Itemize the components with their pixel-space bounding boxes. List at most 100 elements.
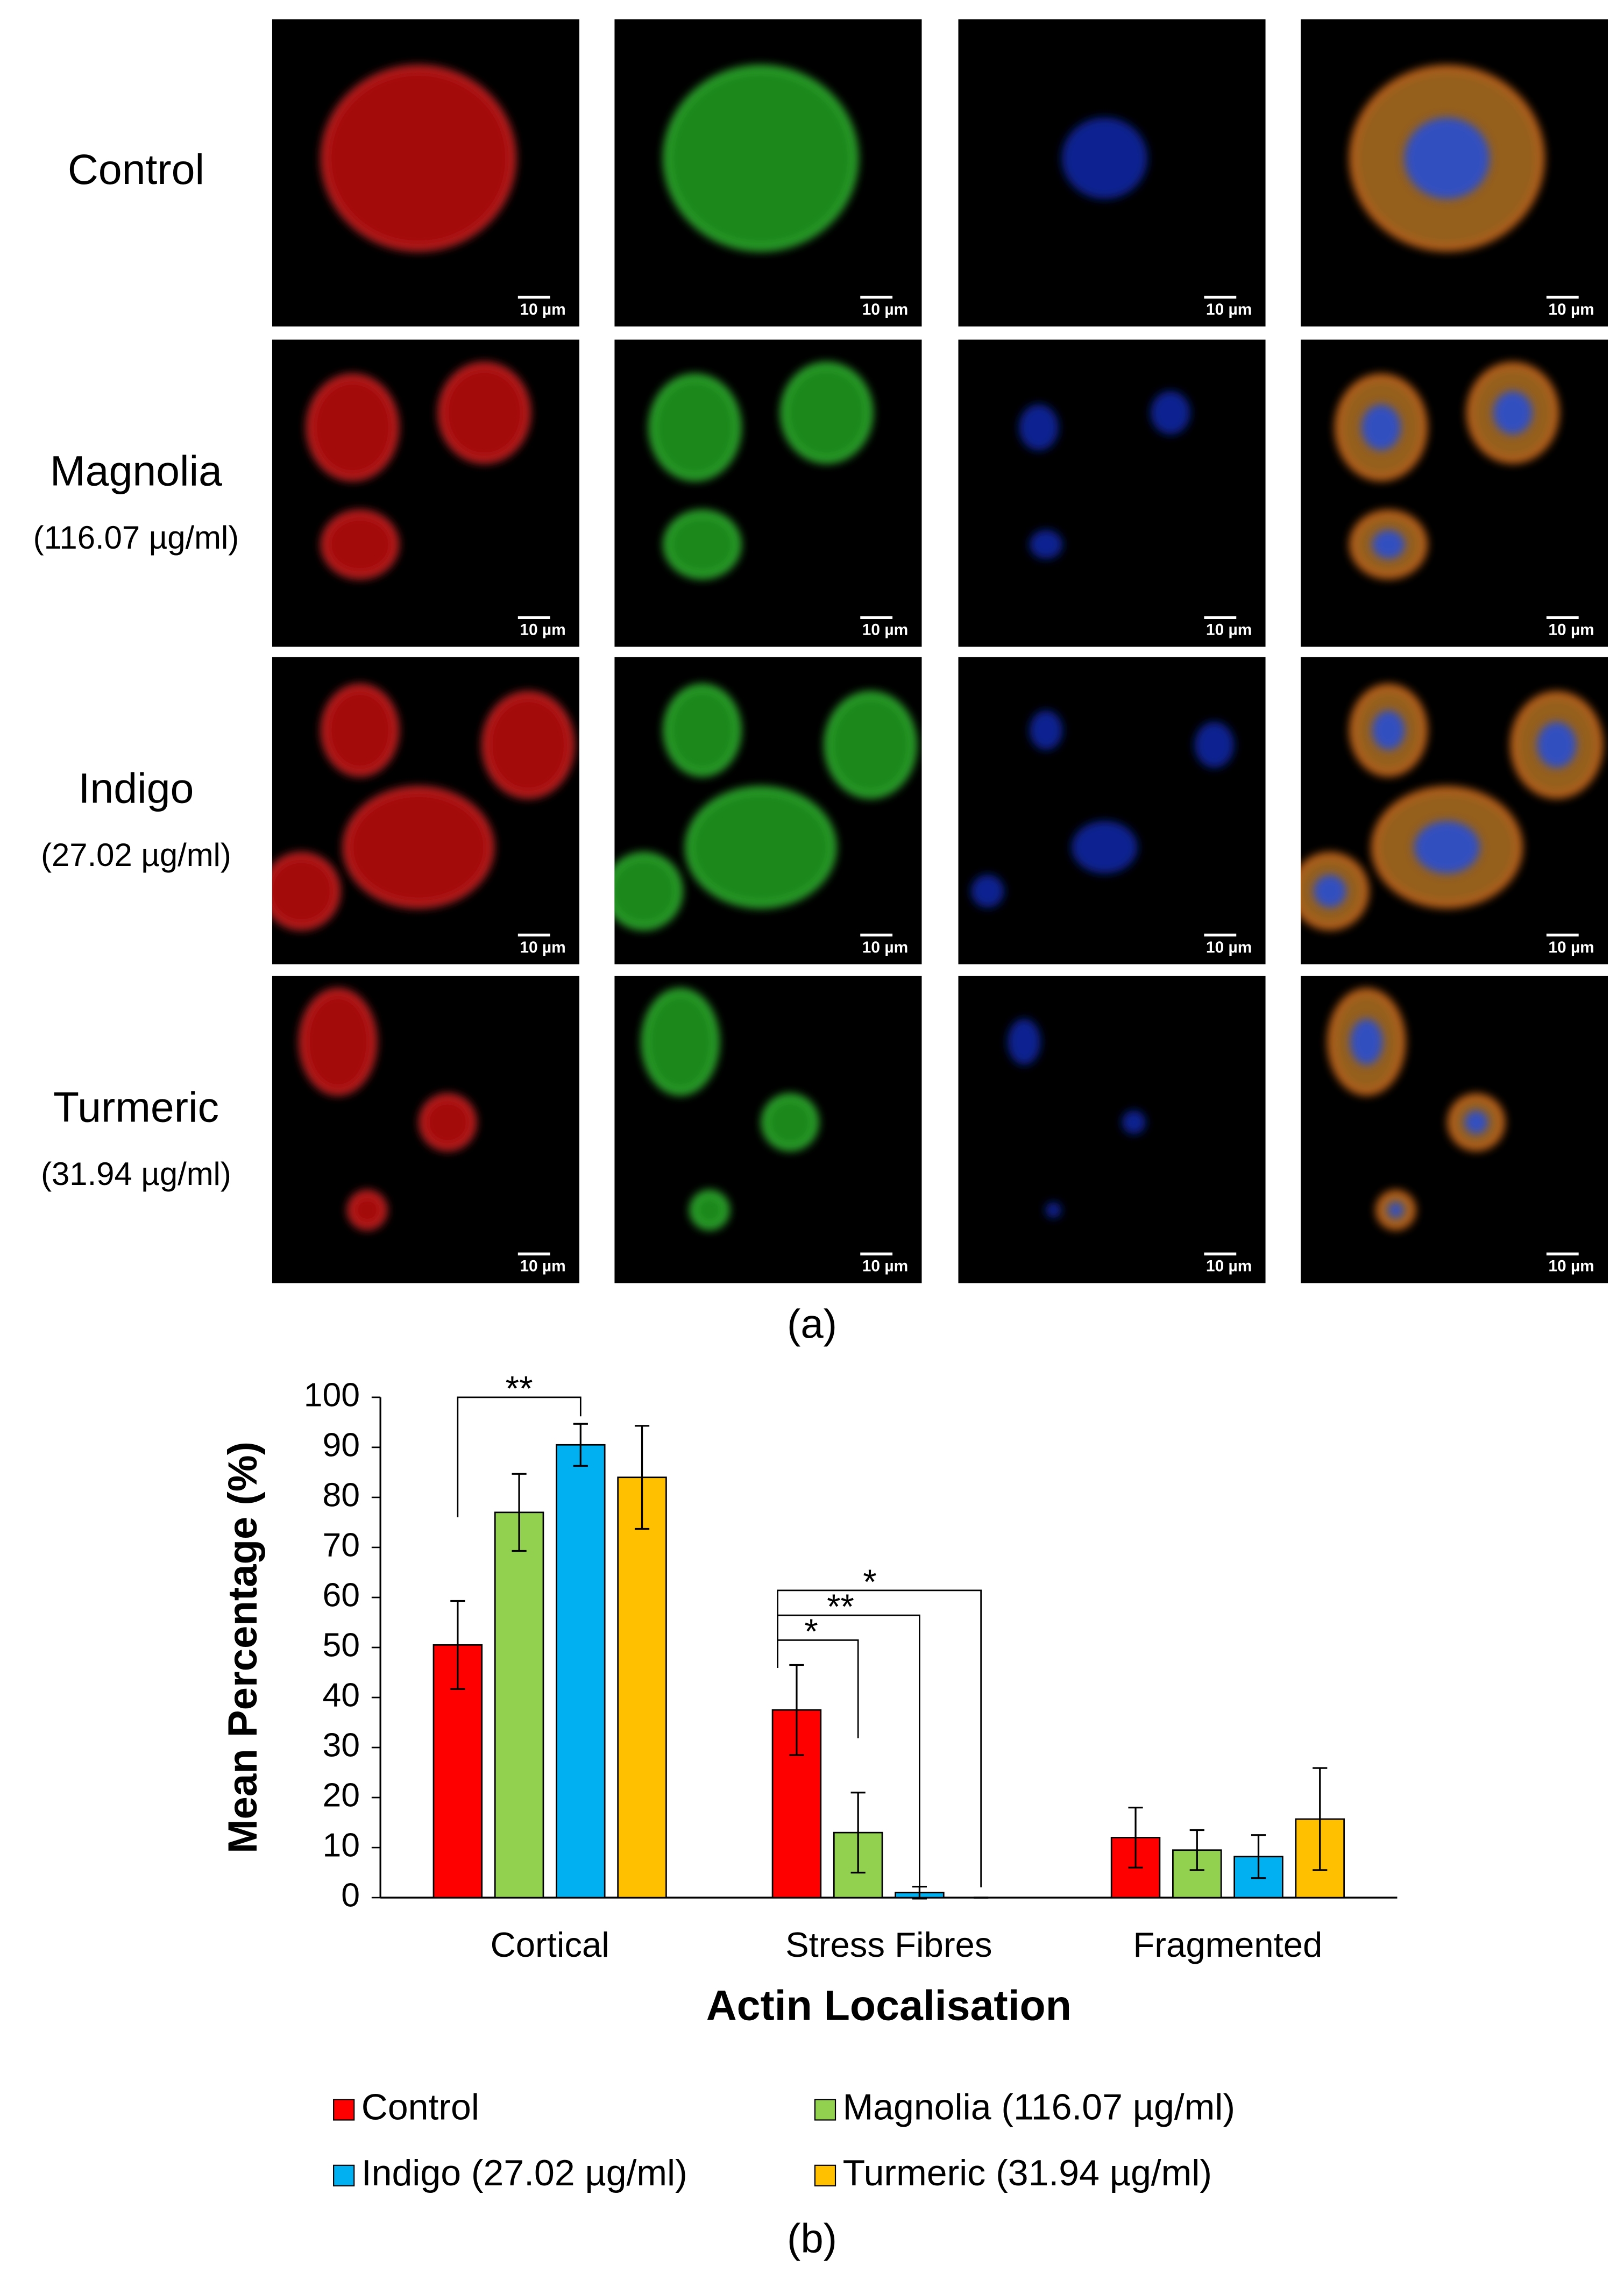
- cell: [685, 786, 836, 908]
- legend-label: Control: [361, 2086, 479, 2127]
- scale-bar-label: 10 µm: [1206, 1258, 1252, 1275]
- cell: [482, 691, 575, 799]
- legend-swatch: [814, 2164, 836, 2186]
- error-bar: [1313, 1767, 1328, 1871]
- nucleus: [1045, 1202, 1061, 1218]
- micrograph: 10 µm: [1300, 339, 1608, 647]
- y-tick-label: 30: [322, 1727, 360, 1764]
- cell: [343, 786, 494, 908]
- cell: [306, 374, 399, 481]
- micrograph-bg: [1300, 339, 1608, 647]
- y-tick-label: 60: [322, 1576, 360, 1614]
- scale-bar-label: 10 µm: [1548, 939, 1594, 956]
- micrograph: 10 µm: [958, 657, 1266, 964]
- row-concentration: (116.07 µg/ml): [33, 520, 239, 556]
- scale-bar-label: 10 µm: [520, 301, 565, 318]
- error-bar: [450, 1600, 465, 1690]
- micrograph-bg: [272, 339, 580, 647]
- error-bar: [573, 1423, 588, 1467]
- nucleus: [1464, 1110, 1488, 1134]
- nucleus: [971, 875, 1004, 908]
- y-tick-label: 100: [304, 1376, 360, 1414]
- nucleus: [1030, 710, 1063, 750]
- scale-bar-label: 10 µm: [1206, 621, 1252, 639]
- cell: [649, 374, 741, 481]
- micrograph: 10 µm: [272, 657, 580, 964]
- micrograph: 10 µm: [614, 339, 922, 647]
- nucleus: [1122, 1110, 1146, 1134]
- micrograph: 10 µm: [1300, 657, 1608, 964]
- y-tick-label: 90: [322, 1426, 360, 1464]
- cell: [614, 852, 683, 930]
- x-axis-label: Actin Localisation: [706, 1982, 1072, 2029]
- y-tick-label: 70: [322, 1526, 360, 1564]
- error-bar: [512, 1473, 527, 1552]
- cell: [761, 1093, 819, 1151]
- nucleus: [1361, 404, 1401, 451]
- x-tick-label: Cortical: [491, 1925, 609, 1964]
- row-label: Indigo: [79, 765, 194, 812]
- nucleus: [1019, 404, 1059, 451]
- legend-label: Turmeric (31.94 µg/ml): [843, 2153, 1212, 2193]
- cell: [663, 65, 859, 251]
- micrograph-bg: [958, 339, 1266, 647]
- legend-label: Indigo (27.02 µg/ml): [361, 2153, 687, 2193]
- scale-bar-label: 10 µm: [520, 1258, 565, 1275]
- error-bar: [634, 1425, 650, 1530]
- significance-bracket: [457, 1396, 581, 1517]
- micrograph-bg: [958, 657, 1266, 964]
- caption-b: (b): [787, 2215, 837, 2261]
- row-label: Control: [68, 146, 204, 193]
- nucleus: [1030, 530, 1063, 559]
- micrograph: 10 µm: [1300, 19, 1608, 326]
- scale-bar-label: 10 µm: [520, 621, 565, 639]
- nucleus: [1061, 117, 1148, 200]
- y-axis-label: Mean Percentage (%): [220, 1441, 266, 1853]
- bar: [556, 1444, 606, 1899]
- legend-swatch: [333, 2164, 355, 2186]
- y-tick-label: 40: [322, 1677, 360, 1714]
- scale-bar-label: 10 µm: [1548, 1258, 1594, 1275]
- caption-a: (a): [787, 1301, 837, 1347]
- micrograph: 10 µm: [614, 976, 922, 1283]
- nucleus: [1404, 117, 1490, 200]
- row-label: Magnolia: [50, 448, 222, 495]
- error-bar: [1189, 1829, 1204, 1871]
- significance-label: **: [506, 1369, 533, 1408]
- nucleus: [1372, 710, 1405, 750]
- legend-label: Magnolia (116.07 µg/ml): [843, 2086, 1235, 2127]
- legend-swatch: [814, 2099, 836, 2121]
- scale-bar-label: 10 µm: [862, 939, 908, 956]
- significance-bracket: [777, 1639, 859, 1738]
- scale-bar-label: 10 µm: [520, 939, 565, 956]
- cell: [663, 510, 741, 579]
- significance-label: *: [804, 1612, 818, 1651]
- scale-bar-label: 10 µm: [862, 621, 908, 639]
- micrograph: 10 µm: [958, 339, 1266, 647]
- cell: [321, 510, 399, 579]
- cell: [272, 852, 341, 930]
- micrograph: 10 µm: [958, 976, 1266, 1283]
- y-tick-label: 0: [341, 1877, 360, 1914]
- bar: [617, 1476, 667, 1899]
- y-tick-label: 80: [322, 1476, 360, 1514]
- row-concentration: (31.94 µg/ml): [41, 1156, 231, 1192]
- micrograph: 10 µm: [272, 19, 580, 326]
- cell: [299, 988, 377, 1096]
- cell: [347, 1190, 387, 1230]
- scale-bar-label: 10 µm: [1206, 939, 1252, 956]
- nucleus: [1414, 821, 1480, 874]
- nucleus: [1151, 391, 1190, 435]
- cell: [438, 362, 530, 464]
- row-concentration: (27.02 µg/ml): [41, 837, 231, 873]
- scale-bar-label: 10 µm: [862, 1258, 908, 1275]
- nucleus: [1072, 821, 1138, 874]
- error-bar: [1128, 1807, 1143, 1869]
- cell: [419, 1093, 477, 1151]
- significance-label: *: [863, 1562, 876, 1601]
- panel-a: PhalloidinVinculinDAPIMergedControl10 µm…: [33, 19, 1608, 1283]
- nucleus: [1493, 391, 1533, 435]
- micrograph: 10 µm: [272, 976, 580, 1283]
- nucleus: [1008, 1019, 1041, 1065]
- micrograph: 10 µm: [1300, 976, 1608, 1283]
